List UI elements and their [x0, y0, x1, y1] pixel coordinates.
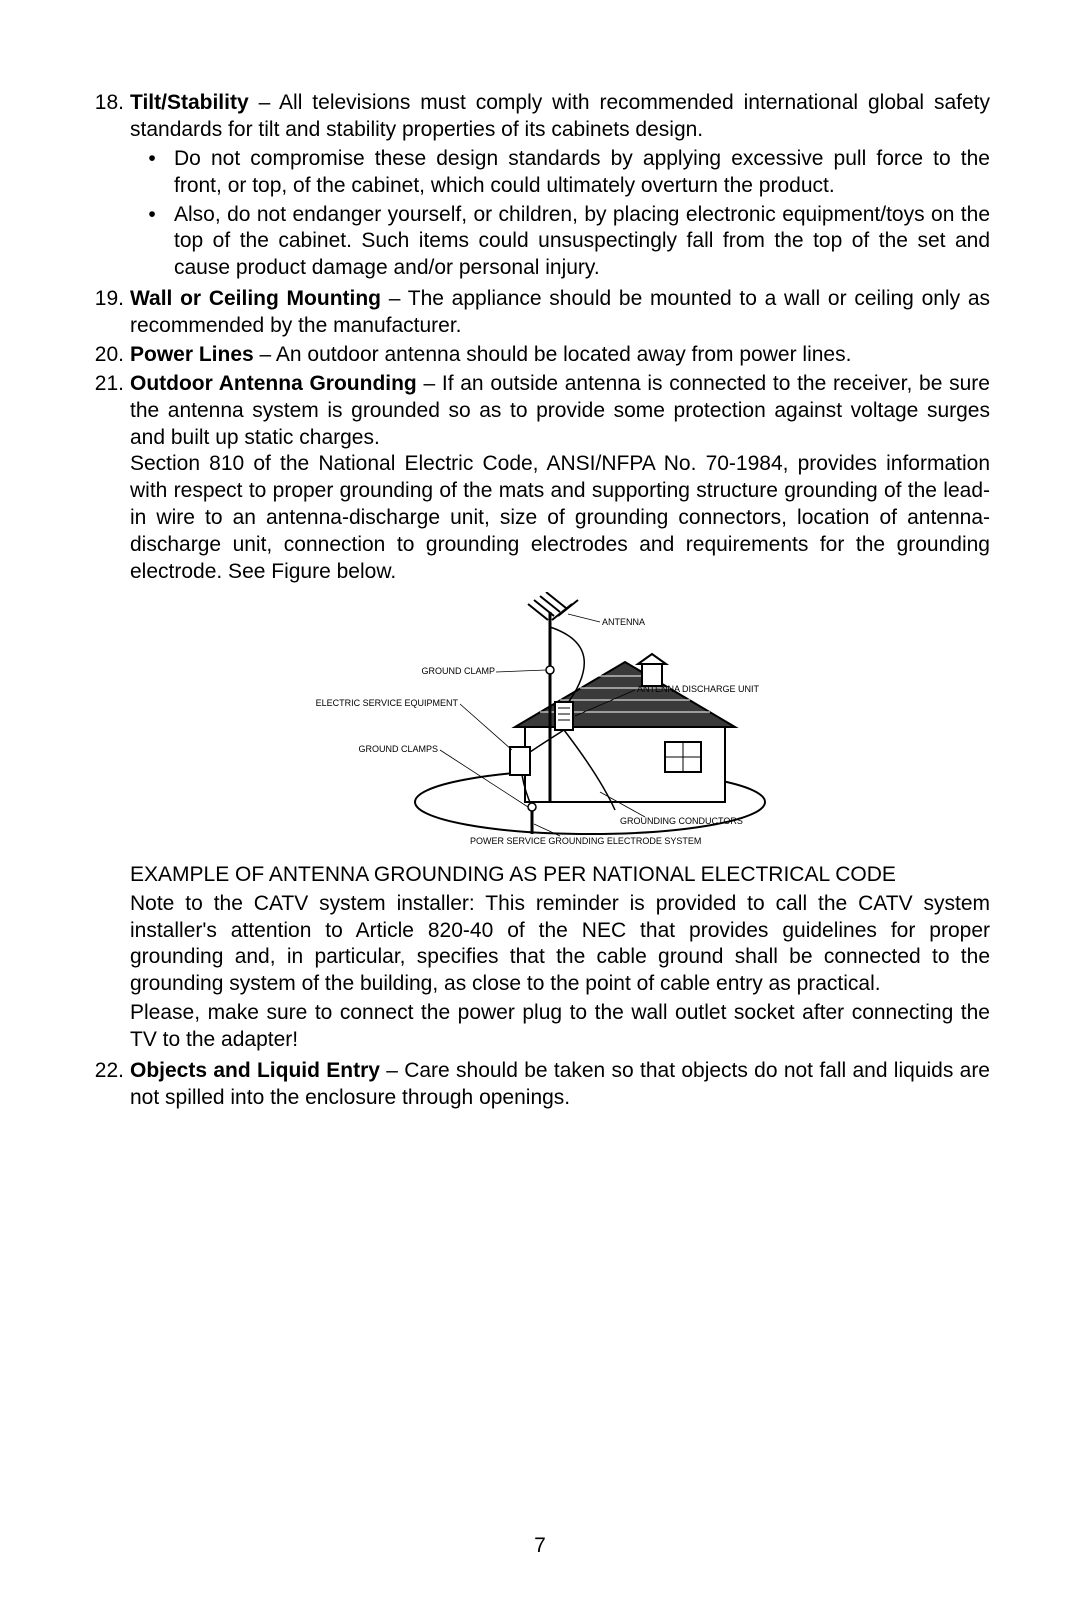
- item-text: – An outdoor antenna should be located a…: [254, 343, 852, 366]
- item-number: 22.: [90, 1058, 130, 1112]
- catv-note: Note to the CATV system installer: This …: [130, 891, 990, 999]
- item-body: Power Lines – An outdoor antenna should …: [130, 342, 990, 369]
- figure-caption: EXAMPLE OF ANTENNA GROUNDING AS PER NATI…: [130, 862, 990, 889]
- power-plug-note: Please, make sure to connect the power p…: [130, 1000, 990, 1054]
- item-title: Outdoor Antenna Grounding: [130, 372, 417, 395]
- antenna-grounding-figure: ANTENNA GROUND CLAMP ELECTRIC SERVICE EQ…: [130, 592, 990, 852]
- sub-text: Do not compromise these design standards…: [174, 146, 990, 200]
- bullet-icon: •: [130, 146, 174, 200]
- item-title: Objects and Liquid Entry: [130, 1059, 380, 1082]
- item-text: – All televisions must comply with recom…: [130, 91, 990, 141]
- list-item-19: 19. Wall or Ceiling Mounting – The appli…: [90, 286, 990, 340]
- list-item-21: 21. Outdoor Antenna Grounding – If an ou…: [90, 371, 990, 1056]
- item-number: 21.: [90, 371, 130, 1056]
- list-item-18: 18. Tilt/Stability – All televisions mus…: [90, 90, 990, 284]
- sub-list: • Do not compromise these design standar…: [130, 146, 990, 282]
- label-discharge-unit: ANTENNA DISCHARGE UNIT: [637, 684, 760, 694]
- label-grounding-conductors: GROUNDING CONDUCTORS: [620, 816, 743, 826]
- page-number: 7: [0, 1534, 1080, 1558]
- sub-item: • Also, do not endanger yourself, or chi…: [130, 202, 990, 283]
- list-item-22: 22. Objects and Liquid Entry – Care shou…: [90, 1058, 990, 1112]
- numbered-list: 18. Tilt/Stability – All televisions mus…: [90, 90, 990, 1112]
- label-ground-clamps: GROUND CLAMPS: [358, 744, 438, 754]
- label-antenna: ANTENNA: [602, 617, 645, 627]
- item-title: Tilt/Stability: [130, 91, 249, 114]
- item-title: Wall or Ceiling Mounting: [130, 287, 381, 310]
- page-content: 18. Tilt/Stability – All televisions mus…: [90, 90, 990, 1114]
- sub-text: Also, do not endanger yourself, or child…: [174, 202, 990, 283]
- label-electric-service: ELECTRIC SERVICE EQUIPMENT: [316, 698, 459, 708]
- bullet-icon: •: [130, 202, 174, 283]
- item-para2: Section 810 of the National Electric Cod…: [130, 451, 990, 585]
- item-number: 18.: [90, 90, 130, 284]
- item-body: Wall or Ceiling Mounting – The appliance…: [130, 286, 990, 340]
- item-number: 19.: [90, 286, 130, 340]
- list-item-20: 20. Power Lines – An outdoor antenna sho…: [90, 342, 990, 369]
- sub-item: • Do not compromise these design standar…: [130, 146, 990, 200]
- item-title: Power Lines: [130, 343, 254, 366]
- label-power-service: POWER SERVICE GROUNDING ELECTRODE SYSTEM: [470, 836, 701, 846]
- label-ground-clamp: GROUND CLAMP: [421, 666, 495, 676]
- item-number: 20.: [90, 342, 130, 369]
- item-body: Objects and Liquid Entry – Care should b…: [130, 1058, 990, 1112]
- figure-svg: ANTENNA GROUND CLAMP ELECTRIC SERVICE EQ…: [300, 592, 820, 852]
- item-body: Outdoor Antenna Grounding – If an outsid…: [130, 371, 990, 1056]
- item-body: Tilt/Stability – All televisions must co…: [130, 90, 990, 284]
